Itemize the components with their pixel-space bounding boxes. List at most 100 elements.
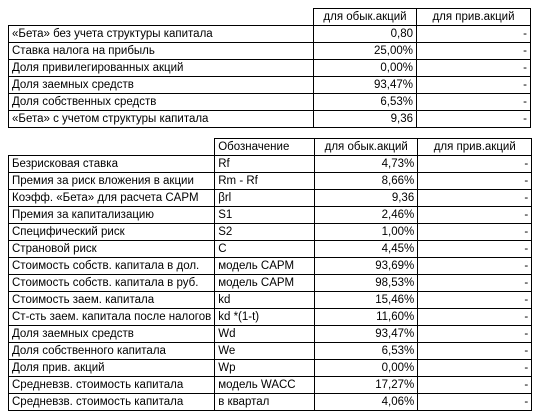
cost-table-header-row: Обозначение для обык.акций для прив.акци… [9, 138, 533, 156]
common-shares-value: 8,66% [314, 172, 419, 190]
beta-table: для обык.акций для прив.акций «Бета» без… [8, 8, 531, 128]
common-shares-value: 93,47% [313, 76, 417, 94]
table-row: Доля привилегированных акций 0,00% - [8, 59, 531, 77]
symbol-value: S1 [214, 206, 316, 224]
common-shares-value: 1,00% [314, 223, 419, 241]
common-shares-value: 4,73% [314, 155, 419, 173]
header-preferred-shares: для прив.акций [417, 138, 533, 156]
symbol-value: модель CAPM [214, 257, 316, 275]
table-row: Коэфф. «Бета» для расчета CAPM βrl 9,36- [7, 189, 533, 207]
common-shares-value: 0,00% [313, 59, 417, 77]
symbol-value: C [214, 240, 316, 258]
row-label: «Бета» с учетом структуры капитала [8, 110, 314, 128]
preferred-shares-value: - [417, 393, 533, 411]
common-shares-value: 0,00% [314, 359, 419, 377]
preferred-shares-value: - [417, 240, 533, 258]
symbol-value: Rf [214, 155, 316, 173]
common-shares-value: 2,46% [314, 206, 419, 224]
row-label: Премия за капитализацию [7, 206, 216, 224]
table-row: Стоимость заем. капитала kd 15,46% - [7, 291, 533, 309]
row-label: Стоимость собств. капитала в дол. [7, 257, 216, 275]
table-row: Ст-сть заем. капитала после налогов kd *(… [7, 308, 533, 326]
common-shares-value: 0,80 [313, 25, 417, 43]
preferred-shares-value: - [417, 308, 533, 326]
preferred-shares-value: - [416, 110, 531, 128]
table-row: Страновой риск C 4,45% - [7, 240, 533, 258]
common-shares-value: 6,53% [313, 93, 417, 111]
table-row: Стоимость собств. капитала в дол. модель … [7, 257, 533, 275]
row-label: Страновой риск [7, 240, 216, 258]
table-row: Доля прив. акций Wp 0,00% - [7, 359, 533, 377]
common-shares-value: 25,00% [313, 42, 417, 60]
common-shares-value: 9,36 [314, 189, 419, 207]
common-shares-value: 15,46% [314, 291, 419, 309]
row-label: Стоимость собств. капитала в руб. [7, 274, 216, 292]
table-row: «Бета» без учета структуры капитала 0,80- [8, 25, 531, 43]
preferred-shares-value: - [417, 291, 533, 309]
table-row: Средневзв. стоимость капитала в квартал 4,… [7, 393, 533, 411]
row-label: Ставка налога на прибыль [8, 42, 314, 60]
preferred-shares-value: - [417, 172, 533, 190]
header-preferred-shares: для прив.акций [416, 8, 531, 26]
row-label: Доля прив. акций [7, 359, 216, 377]
symbol-value: в квартал [214, 393, 316, 411]
preferred-shares-value: - [416, 59, 531, 77]
preferred-shares-value: - [417, 342, 533, 360]
symbol-value: модель WACC [214, 376, 316, 394]
preferred-shares-value: - [416, 93, 531, 111]
preferred-shares-value: - [417, 223, 533, 241]
common-shares-value: 93,69% [314, 257, 419, 275]
common-shares-value: 6,53% [314, 342, 419, 360]
cost-of-capital-table-body: Обозначение для обык.акций для прив.акци… [7, 138, 533, 411]
table-row: Доля собственных средств 6,53% - [8, 93, 531, 111]
row-label: Безрисковая ставка [7, 155, 216, 173]
common-shares-value: 93,47% [314, 325, 419, 343]
row-label: «Бета» без учета структуры капитала [8, 25, 314, 43]
preferred-shares-value: - [417, 257, 533, 275]
symbol-value: kd [214, 291, 316, 309]
table-row: Доля заемных средств 93,47% - [8, 76, 531, 94]
header-common-shares: для обык.акций [314, 138, 419, 156]
header-blank-cell [9, 9, 314, 26]
table-row: Ставка налога на прибыль 25,00% - [8, 42, 531, 60]
common-shares-value: 4,45% [314, 240, 419, 258]
header-blank-cell [9, 139, 215, 156]
symbol-value: We [214, 342, 316, 360]
row-label: Ст-сть заем. капитала после налогов [7, 308, 216, 326]
preferred-shares-value: - [417, 325, 533, 343]
table-row: Доля собственного капитала We 6,53% - [7, 342, 533, 360]
table-row: Доля заемных средств Wd 93,47% - [7, 325, 533, 343]
preferred-shares-value: - [417, 376, 533, 394]
table-row: Стоимость собств. капитала в руб. модель … [7, 274, 533, 292]
common-shares-value: 4,06% [314, 393, 419, 411]
symbol-value: Wd [214, 325, 316, 343]
beta-table-header-row: для обык.акций для прив.акций [9, 8, 531, 26]
symbol-value: βrl [214, 189, 316, 207]
row-label: Коэфф. «Бета» для расчета CAPM [7, 189, 216, 207]
symbol-value: Rm - Rf [214, 172, 316, 190]
symbol-value: модель CAPM [214, 274, 316, 292]
preferred-shares-value: - [416, 76, 531, 94]
symbol-value: Wp [214, 359, 316, 377]
beta-table-body: для обык.акций для прив.акций «Бета» без… [8, 8, 531, 128]
preferred-shares-value: - [417, 359, 533, 377]
row-label: Доля собственного капитала [7, 342, 216, 360]
preferred-shares-value: - [416, 42, 531, 60]
row-label: Доля собственных средств [8, 93, 314, 111]
header-common-shares: для обык.акций [313, 8, 417, 26]
preferred-shares-value: - [416, 25, 531, 43]
preferred-shares-value: - [417, 206, 533, 224]
header-symbol: Обозначение [214, 138, 316, 156]
table-row: Премия за капитализацию S1 2,46% - [7, 206, 533, 224]
preferred-shares-value: - [417, 155, 533, 173]
common-shares-value: 11,60% [314, 308, 419, 326]
symbol-value: S2 [214, 223, 316, 241]
cost-of-capital-table: Обозначение для обык.акций для прив.акци… [7, 138, 533, 411]
common-shares-value: 17,27% [314, 376, 419, 394]
table-row: Премия за риск вложения в акции Rm - Rf 8,… [7, 172, 533, 190]
row-label: Стоимость заем. капитала [7, 291, 216, 309]
row-label: Доля привилегированных акций [8, 59, 314, 77]
row-label: Специфический риск [7, 223, 216, 241]
table-row: Средневзв. стоимость капитала модель WACC… [7, 376, 533, 394]
table-row: «Бета» с учетом структуры капитала 9,36- [8, 110, 531, 128]
